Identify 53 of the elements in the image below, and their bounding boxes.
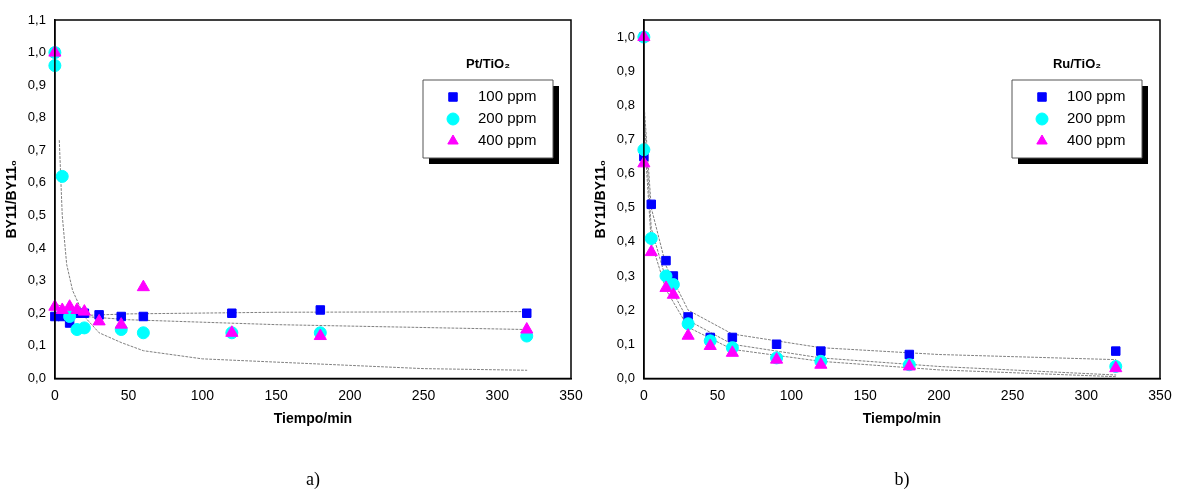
y-tick-label: 0,5 [616,199,635,215]
y-tick-label: 0,9 [27,76,46,92]
x-tick-label: 0 [50,386,59,403]
x-tick-label: 250 [1000,386,1025,403]
y-tick-label: 0,3 [616,267,635,283]
x-tick-label: 100 [779,386,804,403]
x-tick-label: 300 [1074,386,1099,403]
x-tick-label: 300 [485,386,510,403]
x-axis-title: Tiempo/min [862,410,942,427]
y-tick-label: 1,0 [616,28,635,44]
legend-label: 100 ppm [1067,87,1126,105]
legend-label: 200 ppm [478,109,537,127]
y-tick-label: 0,4 [616,233,635,249]
y-axis-title: BY11/BY11₀ [592,159,609,239]
x-tick-label: 200 [927,386,951,403]
y-tick-label: 0,7 [27,141,46,157]
y-tick-label: 0,1 [27,337,46,353]
text: b) [894,469,910,490]
y-tick-label: 0,4 [27,239,46,255]
x-tick-label: 50 [120,386,137,403]
legend-label: 400 ppm [478,131,537,149]
y-tick-label: 0,9 [616,62,635,78]
y-tick-label: 0,7 [616,131,635,147]
x-tick-label: 50 [709,386,726,403]
text: a) [305,469,320,490]
legend-label: 200 ppm [1067,109,1126,127]
y-tick-label: 0,0 [616,369,635,385]
y-tick-label: 0,2 [616,301,635,317]
legend-label: 400 ppm [1067,131,1126,149]
legend-title: Pt/TiO₂ [466,56,511,71]
y-tick-label: 0,3 [27,272,46,288]
y-tick-label: 1,0 [27,44,46,60]
x-tick-label: 350 [559,386,583,403]
x-tick-label: 150 [853,386,877,403]
x-tick-label: 250 [411,386,436,403]
y-axis-title: BY11/BY11₀ [3,159,20,239]
x-tick-label: 200 [338,386,362,403]
y-tick-label: 0,6 [616,165,635,181]
y-tick-label: 0,8 [616,96,635,112]
legend-label: 100 ppm [478,87,537,105]
y-tick-label: 0,0 [27,369,46,385]
x-axis-title: Tiempo/min [273,410,353,427]
x-tick-label: 350 [1148,386,1172,403]
y-tick-label: 0,5 [27,207,46,223]
x-tick-label: 150 [264,386,288,403]
legend-title: Ru/TiO₂ [1052,56,1102,71]
x-tick-label: 0 [639,386,648,403]
y-tick-label: 0,2 [27,304,46,320]
y-tick-label: 0,6 [27,174,46,190]
x-tick-label: 100 [190,386,215,403]
y-tick-label: 0,1 [616,335,635,351]
y-tick-label: 0,8 [27,109,46,125]
y-tick-label: 1,1 [27,11,46,27]
